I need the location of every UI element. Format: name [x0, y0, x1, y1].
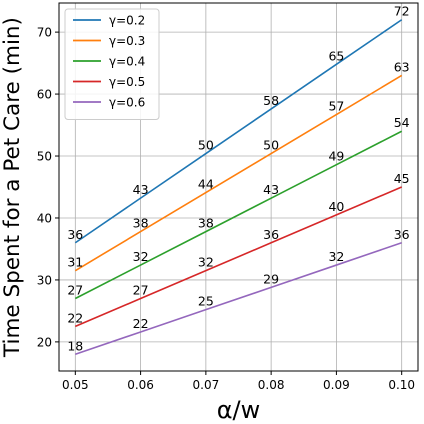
- data-label: 38: [198, 216, 214, 231]
- legend-entry: γ=0.4: [109, 55, 145, 69]
- data-label: 49: [328, 149, 344, 164]
- legend-entry: γ=0.3: [109, 34, 145, 48]
- y-axis-title: Time Spent for a Pet Care (min): [0, 17, 25, 358]
- legend-entry: γ=0.2: [109, 14, 145, 28]
- y-tick-label: 20: [37, 335, 52, 349]
- data-label: 43: [263, 182, 279, 197]
- y-tick-label: 70: [37, 26, 52, 40]
- plot-frame: [58, 2, 419, 372]
- series-lines: [74, 19, 403, 356]
- data-label: 54: [394, 115, 410, 130]
- data-label: 43: [133, 182, 149, 197]
- data-label: 50: [263, 138, 279, 153]
- data-label: 72: [394, 4, 410, 19]
- data-label: 63: [394, 59, 410, 74]
- data-label: 32: [328, 249, 344, 264]
- x-tick-label: 0.09: [323, 378, 350, 392]
- data-label: 38: [133, 216, 149, 231]
- data-label: 27: [133, 283, 149, 298]
- data-label: 58: [263, 93, 279, 108]
- legend-entry: γ=0.5: [109, 75, 145, 89]
- x-tick-label: 0.07: [193, 378, 220, 392]
- legend-entry: γ=0.6: [109, 96, 145, 110]
- series-line-5: [75, 242, 402, 356]
- x-tick-label: 0.05: [62, 378, 89, 392]
- data-label: 18: [67, 338, 83, 353]
- legend: γ=0.2 γ=0.3 γ=0.4 γ=0.5 γ=0.6: [64, 8, 160, 120]
- series-line-2: [74, 74, 403, 272]
- data-label: 32: [198, 255, 214, 270]
- y-tick-label: 50: [37, 150, 52, 164]
- data-labels: 36 43 50 58 65 72 31 38 44 50 57 63 27 32 38 43 49 54 22 27…: [67, 4, 409, 354]
- data-label: 45: [394, 171, 410, 186]
- x-tick-label: 0.08: [258, 378, 285, 392]
- data-label: 57: [328, 99, 344, 114]
- data-label: 40: [328, 199, 344, 214]
- series-line-1: [74, 19, 403, 244]
- y-tick-label: 60: [37, 88, 52, 102]
- data-label: 22: [133, 316, 149, 331]
- data-label: 44: [198, 177, 214, 192]
- series-line-4: [75, 186, 402, 328]
- data-label: 22: [67, 310, 83, 325]
- axis-ticks: 0.05 0.06 0.07 0.08 0.09 0.10 20 30 40 50 60 70: [37, 26, 415, 392]
- legend-box: [64, 8, 160, 120]
- data-label: 25: [198, 294, 214, 309]
- x-tick-label: 0.10: [388, 378, 415, 392]
- data-label: 36: [67, 227, 83, 242]
- x-axis-title: α/w: [217, 396, 261, 424]
- data-label: 32: [133, 249, 149, 264]
- data-label: 29: [263, 271, 279, 286]
- data-label: 31: [67, 255, 83, 270]
- y-tick-label: 40: [37, 211, 52, 225]
- data-label: 27: [67, 283, 83, 298]
- series-line-3: [74, 130, 403, 300]
- data-label: 50: [198, 138, 214, 153]
- data-label: 36: [263, 227, 279, 242]
- x-tick-label: 0.06: [127, 378, 154, 392]
- data-label: 36: [394, 227, 410, 242]
- data-label: 65: [328, 48, 344, 63]
- y-tick-label: 30: [37, 273, 52, 287]
